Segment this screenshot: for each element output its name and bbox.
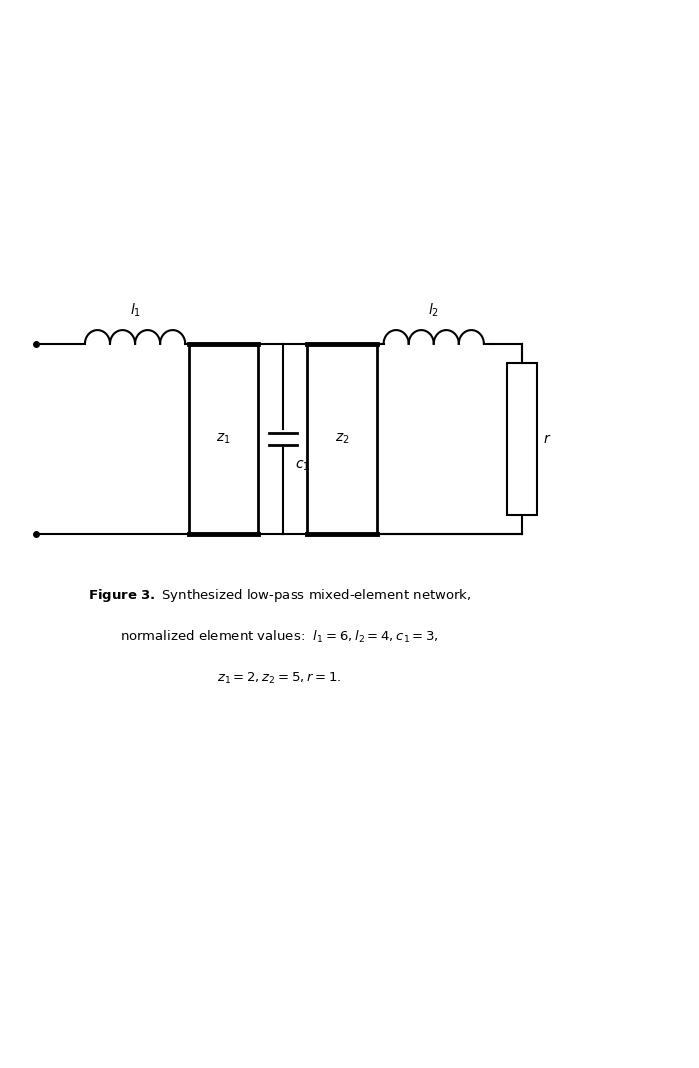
Text: $c_1$: $c_1$ [295,458,310,473]
Text: $l_1$: $l_1$ [129,302,140,319]
FancyBboxPatch shape [189,344,259,534]
Text: $z_1$: $z_1$ [216,431,231,446]
FancyBboxPatch shape [507,363,538,515]
Text: $l_2$: $l_2$ [428,302,439,319]
Text: normalized element values:  $l_1 = 6, l_2 = 4, c_1 = 3,$: normalized element values: $l_1 = 6, l_2… [120,629,438,645]
Text: $\bf{Figure\ 3.}$ Synthesized low-pass mixed-element network,: $\bf{Figure\ 3.}$ Synthesized low-pass m… [87,587,471,604]
Text: $r$: $r$ [543,431,552,446]
FancyBboxPatch shape [307,344,377,534]
Text: $z_2$: $z_2$ [335,431,349,446]
Text: $z_1 = 2, z_2 = 5, r = 1.$: $z_1 = 2, z_2 = 5, r = 1.$ [217,671,341,686]
